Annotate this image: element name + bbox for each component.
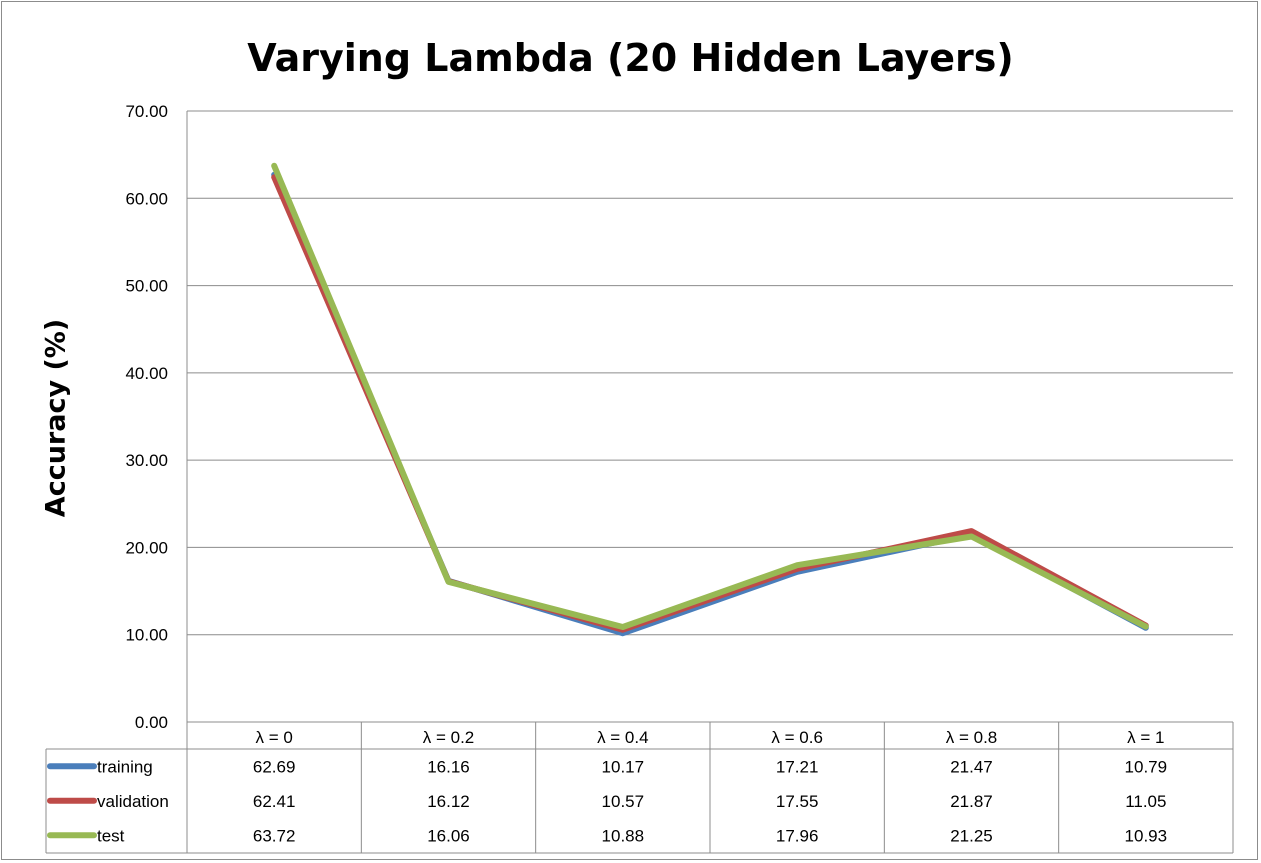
data-label: 10.88 xyxy=(602,826,645,845)
y-tick-label: 20.00 xyxy=(125,538,168,557)
data-label: 16.12 xyxy=(427,792,470,811)
y-tick-label: 10.00 xyxy=(125,626,168,645)
category-label: λ = 0.4 xyxy=(597,728,649,747)
gridlines xyxy=(186,110,1233,723)
data-label: 10.93 xyxy=(1125,826,1168,845)
y-tick-label: 60.00 xyxy=(125,189,168,208)
y-tick-label: 0.00 xyxy=(135,713,168,732)
data-label: 63.72 xyxy=(253,826,296,845)
data-label: 62.41 xyxy=(253,792,296,811)
data-label: 62.69 xyxy=(253,757,296,776)
data-label: 16.16 xyxy=(427,757,470,776)
series-line-test xyxy=(271,162,1149,630)
legend-label-validation: validation xyxy=(97,792,169,811)
category-label: λ = 0.2 xyxy=(423,728,475,747)
data-table: λ = 0 λ = 0.2 λ = 0.4 λ = 0.6 λ = 0.8 λ = 1 tr… xyxy=(45,722,1234,854)
series-lines xyxy=(271,162,1149,637)
data-label: 16.06 xyxy=(427,826,470,845)
y-tick-label: 50.00 xyxy=(125,277,168,296)
data-label: 21.47 xyxy=(950,757,993,776)
data-label: 10.79 xyxy=(1125,757,1168,776)
y-tick-labels: 0.00 10.00 20.00 30.00 40.00 50.00 60.00 70.00 xyxy=(125,102,168,732)
category-label: λ = 0 xyxy=(255,728,292,747)
series-line-training xyxy=(271,171,1149,637)
data-label: 10.57 xyxy=(602,792,645,811)
data-label: 11.05 xyxy=(1125,792,1166,811)
y-tick-label: 30.00 xyxy=(125,451,168,470)
data-label: 17.55 xyxy=(776,792,819,811)
y-tick-label: 40.00 xyxy=(125,364,168,383)
category-label: λ = 1 xyxy=(1127,728,1164,747)
data-label: 17.96 xyxy=(776,826,819,845)
category-label: λ = 0.6 xyxy=(771,728,823,747)
legend-label-test: test xyxy=(97,826,125,845)
chart-title: Varying Lambda (20 Hidden Layers) xyxy=(247,36,1014,80)
data-label: 21.25 xyxy=(950,826,993,845)
data-label: 21.87 xyxy=(950,792,993,811)
category-label: λ = 0.8 xyxy=(946,728,998,747)
data-label: 10.17 xyxy=(602,757,645,776)
legend-label-training: training xyxy=(97,757,153,776)
data-label: 17.21 xyxy=(776,757,819,776)
y-tick-label: 70.00 xyxy=(125,102,168,121)
